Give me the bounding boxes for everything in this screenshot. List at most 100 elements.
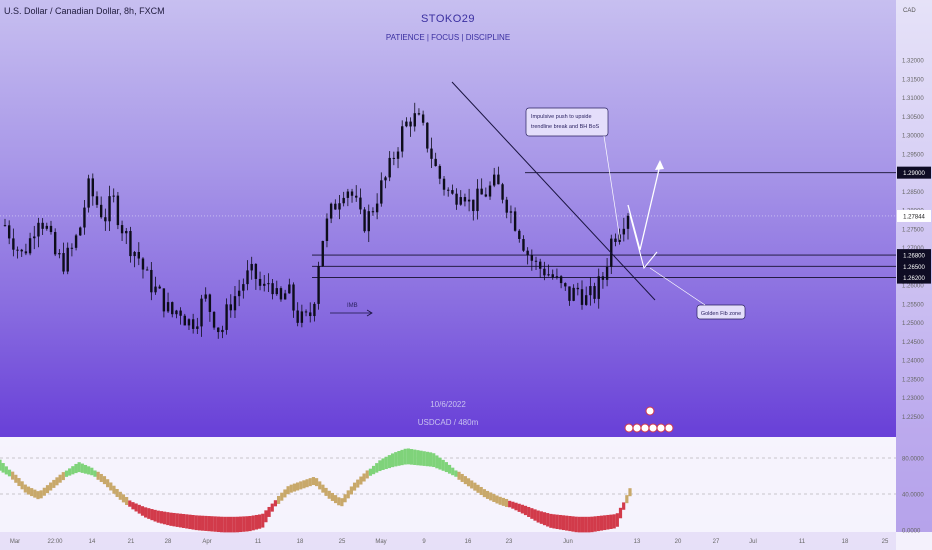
time-tick-label: 27: [713, 539, 720, 545]
candle-body: [275, 288, 278, 295]
osc-bar: [137, 504, 141, 514]
osc-bar: [555, 514, 559, 529]
candle-body: [108, 196, 111, 222]
osc-bar: [106, 479, 110, 488]
candle-body: [95, 196, 99, 205]
osc-bar: [58, 474, 62, 483]
osc-bar: [362, 473, 366, 482]
osc-bar: [11, 471, 15, 480]
projection-arrowhead: [655, 160, 664, 170]
candle-body: [125, 230, 128, 234]
osc-bar: [438, 457, 442, 470]
osc-bar: [23, 484, 27, 493]
osc-bar: [39, 490, 43, 499]
candle-body: [421, 114, 425, 123]
candle-body: [141, 258, 145, 270]
candle-body: [626, 215, 630, 229]
osc-bar: [254, 514, 259, 530]
osc-bar: [77, 462, 81, 473]
candle-body: [543, 268, 546, 276]
candle-body: [488, 185, 492, 197]
osc-bar: [387, 455, 391, 469]
candle-body: [179, 310, 182, 316]
osc-bar: [390, 453, 395, 468]
osc-bar: [185, 514, 189, 529]
osc-bar: [30, 488, 34, 497]
candle-body: [237, 290, 241, 297]
osc-bar: [546, 513, 550, 527]
osc-bar: [609, 514, 613, 529]
osc-bar: [330, 492, 335, 501]
osc-bar: [223, 516, 227, 533]
osc-bar: [109, 482, 113, 491]
osc-bar: [568, 515, 572, 532]
level-tag-label: 1.26800: [903, 254, 925, 260]
callout-impulsive-text: trendline break and BH BoS: [531, 124, 600, 130]
time-tick-label: 16: [465, 539, 472, 545]
osc-bar: [207, 516, 211, 532]
osc-bar: [580, 516, 585, 533]
event-flag-icon[interactable]: [640, 423, 650, 433]
osc-bar: [172, 512, 176, 527]
candle-body: [605, 266, 609, 280]
osc-bar: [273, 500, 278, 507]
candle-body: [309, 312, 312, 317]
osc-bar: [552, 514, 556, 529]
candle-body: [99, 204, 103, 218]
candle-body: [572, 287, 575, 301]
osc-bar: [375, 463, 379, 473]
osc-bar: [625, 495, 629, 504]
candle-body: [355, 195, 358, 198]
level-tag: [897, 271, 931, 284]
price-tick-label: 1.25000: [902, 321, 924, 327]
osc-bar: [403, 448, 407, 465]
event-marker-icon[interactable]: [645, 406, 655, 416]
candle-body: [145, 269, 149, 271]
candle-body: [375, 203, 379, 213]
time-tick-label: 14: [89, 539, 96, 545]
osc-bar: [466, 478, 471, 487]
level-tag-label: 1.29000: [903, 171, 925, 177]
event-flag-icon[interactable]: [656, 423, 666, 433]
event-flag-icon[interactable]: [648, 423, 658, 433]
osc-bar: [42, 487, 46, 496]
event-flag-icon[interactable]: [624, 423, 634, 433]
osc-tick-label: 80.0000: [902, 457, 924, 463]
event-flag-icon[interactable]: [664, 423, 674, 433]
osc-bar: [197, 515, 202, 531]
callout-golden-pointer: [649, 267, 706, 306]
projection-path-upper: [627, 164, 661, 251]
price-tick-label: 1.24500: [902, 340, 924, 346]
osc-bar: [432, 453, 436, 468]
candle-body: [62, 253, 65, 272]
osc-bar: [599, 515, 604, 531]
price-tick-label: 1.26000: [902, 284, 924, 290]
osc-bar: [239, 516, 243, 533]
price-tick-label: 1.23000: [902, 396, 924, 402]
osc-bar: [397, 450, 401, 466]
osc-bar: [463, 476, 467, 485]
candle-body: [338, 203, 341, 210]
osc-bar: [470, 480, 474, 489]
osc-bar: [542, 512, 547, 526]
time-tick-label: 11: [799, 539, 806, 545]
candle-body: [37, 222, 40, 237]
event-flag-icon[interactable]: [632, 423, 642, 433]
osc-bar: [286, 486, 290, 495]
candle-body: [175, 310, 178, 315]
osc-bar: [476, 484, 480, 493]
osc-bar: [118, 491, 122, 500]
osc-bar: [289, 484, 293, 493]
callout-golden-text: Golden Fib zone: [701, 311, 741, 317]
candle-body: [3, 225, 7, 227]
candle-body: [526, 250, 529, 256]
time-tick-label: May: [375, 539, 386, 545]
osc-bar: [267, 506, 271, 517]
price-tick-label: 1.22500: [902, 415, 924, 421]
osc-bar: [276, 495, 281, 504]
osc-bar: [558, 514, 562, 530]
osc-bar: [4, 466, 8, 475]
candle-body: [589, 286, 592, 296]
candle-body: [463, 197, 467, 202]
